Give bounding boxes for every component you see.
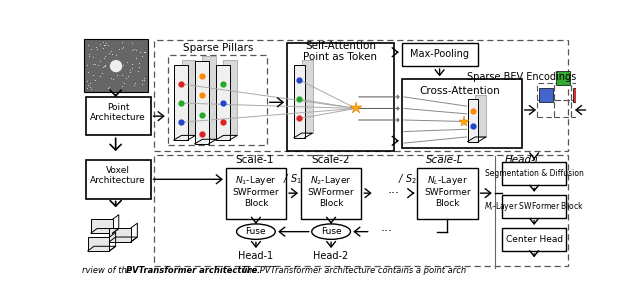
Bar: [182, 60, 195, 135]
Bar: [502, 195, 566, 218]
Bar: [168, 55, 267, 146]
Text: $N_L$-Layer
SWFormer
Block: $N_L$-Layer SWFormer Block: [424, 174, 470, 208]
Text: Voxel
Architecture: Voxel Architecture: [90, 166, 146, 185]
Bar: [402, 43, 477, 66]
Text: / $S_1$: / $S_1$: [283, 173, 302, 186]
Text: Max-Pooling: Max-Pooling: [410, 49, 469, 59]
Text: Center Head: Center Head: [506, 235, 563, 244]
Text: Sparse Pillars: Sparse Pillars: [183, 43, 253, 52]
Text: Head-i: Head-i: [505, 155, 539, 165]
Bar: [402, 79, 522, 149]
Text: Head-1: Head-1: [238, 251, 273, 261]
Bar: [554, 83, 572, 100]
Bar: [84, 39, 148, 92]
Text: Scale-1: Scale-1: [235, 155, 274, 165]
Bar: [572, 83, 588, 100]
Text: Scale-2: Scale-2: [311, 155, 349, 165]
Bar: [572, 100, 588, 117]
Ellipse shape: [312, 224, 351, 239]
Bar: [476, 95, 486, 137]
Bar: [554, 100, 572, 117]
Text: PVTransformer architecture.: PVTransformer architecture.: [127, 266, 260, 275]
Text: rview of the: rview of the: [81, 266, 134, 275]
Bar: [573, 88, 587, 102]
Text: ···: ···: [388, 187, 400, 200]
Text: Point
Architecture: Point Architecture: [90, 103, 146, 122]
Text: Scale-L: Scale-L: [426, 155, 463, 165]
Text: Fuse: Fuse: [321, 227, 341, 236]
Bar: [556, 71, 570, 85]
Text: $N_1$-Layer
SWFormer
Block: $N_1$-Layer SWFormer Block: [232, 174, 279, 208]
Bar: [502, 162, 566, 185]
Bar: [154, 40, 568, 151]
Text: $N_2$-Layer
SWFormer
Block: $N_2$-Layer SWFormer Block: [308, 174, 355, 208]
Bar: [537, 100, 554, 117]
Bar: [223, 60, 237, 135]
Bar: [195, 61, 209, 144]
Bar: [86, 97, 150, 135]
Text: ···: ···: [380, 225, 392, 238]
Text: Sparse BEV Encodings: Sparse BEV Encodings: [467, 72, 577, 82]
Bar: [109, 228, 131, 242]
Bar: [86, 160, 150, 199]
Text: Cross-Attention: Cross-Attention: [419, 86, 500, 96]
Bar: [294, 64, 305, 138]
Bar: [537, 83, 554, 100]
Text: Segmentation & Diffusion: Segmentation & Diffusion: [484, 169, 584, 178]
Bar: [226, 168, 286, 219]
Bar: [91, 219, 113, 233]
Bar: [467, 99, 478, 142]
Bar: [539, 88, 553, 102]
Text: Head-2: Head-2: [314, 251, 349, 261]
Bar: [216, 64, 230, 140]
Text: Self-Attention
Point as Token: Self-Attention Point as Token: [303, 41, 378, 62]
Bar: [154, 155, 568, 266]
Bar: [301, 60, 312, 133]
Bar: [202, 56, 216, 139]
Text: $M_i$-Layer SWFormer Block: $M_i$-Layer SWFormer Block: [484, 200, 584, 213]
Circle shape: [110, 60, 122, 72]
Text: Fuse: Fuse: [246, 227, 266, 236]
Bar: [287, 43, 394, 151]
Bar: [174, 64, 188, 140]
Bar: [88, 237, 109, 251]
Text: The PVTransformer architecture contains a point arch: The PVTransformer architecture contains …: [239, 266, 466, 275]
Ellipse shape: [237, 224, 275, 239]
Text: / $S_2$: / $S_2$: [399, 173, 417, 186]
Bar: [301, 168, 362, 219]
Bar: [417, 168, 477, 219]
Bar: [502, 228, 566, 251]
